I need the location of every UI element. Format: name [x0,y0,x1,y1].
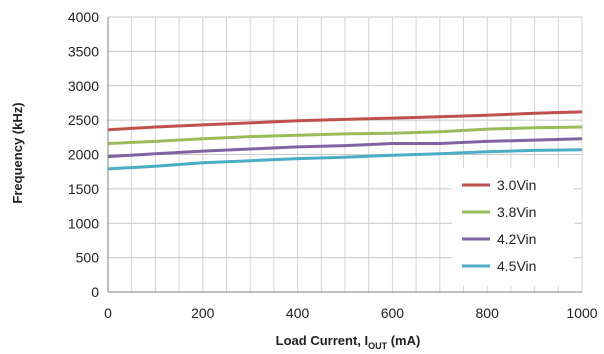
y-tick-label: 3000 [68,78,99,94]
y-axis-title: Frequency (kHz) [10,102,25,203]
legend-label: 4.5Vin [497,258,536,274]
x-axis-title-main: Load Current, I [276,333,368,348]
legend: 3.0Vin 3.8Vin 4.2Vin 4.5Vin [452,168,574,286]
series-lines [107,110,583,171]
x-tick-label: 400 [286,305,310,321]
x-tick-label: 0 [104,305,112,321]
series-line-3.8Vin [107,125,583,145]
legend-label: 3.8Vin [497,204,536,220]
y-tick-label: 2000 [68,147,99,163]
y-tick-label: 500 [76,250,100,266]
y-tick-label: 4000 [68,9,99,25]
legend-label: 3.0Vin [497,177,536,193]
x-axis-title-subscript: OUT [368,341,388,351]
y-tick-label: 0 [91,284,99,300]
legend-label: 4.2Vin [497,231,536,247]
x-axis-title: Load Current, IOUT (mA) [276,333,421,351]
x-tick-label: 1000 [566,305,597,321]
x-tick-label: 200 [191,305,215,321]
y-tick-label: 2500 [68,112,99,128]
series-line-4.2Vin [107,137,583,159]
series-line-3.0Vin [107,110,583,132]
x-axis-title-unit: (mA) [387,333,420,348]
y-tick-label: 3500 [68,43,99,59]
x-tick-label: 600 [381,305,405,321]
y-tick-label: 1000 [68,215,99,231]
y-tick-label: 1500 [68,181,99,197]
axes [107,17,582,293]
series-line-4.5Vin [107,148,583,171]
x-tick-label: 800 [476,305,500,321]
tick-labels: 0 500 1000 1500 2000 2500 3000 3500 4000 0 200 400 6… [68,9,598,321]
